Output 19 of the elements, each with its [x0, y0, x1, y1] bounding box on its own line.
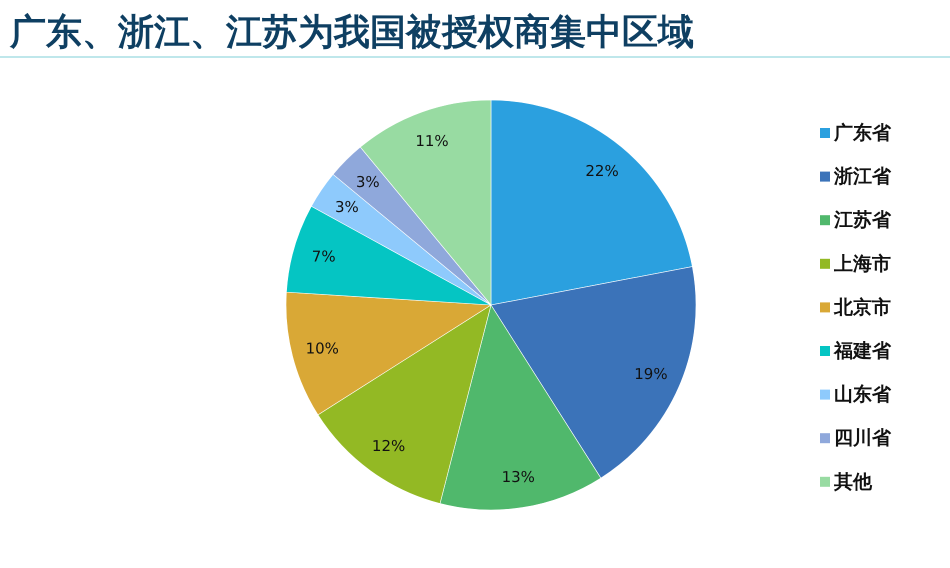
legend-label: 山东省 — [834, 384, 892, 406]
legend-label: 上海市 — [833, 252, 891, 275]
data-label: 3% — [356, 172, 380, 191]
data-label: 11% — [415, 132, 449, 150]
legend-label: 江苏省 — [833, 209, 892, 232]
data-label: 19% — [634, 365, 668, 384]
data-label: 10% — [306, 339, 339, 358]
legend-label: 浙江省 — [833, 166, 892, 188]
chart-title: 广东、浙江、江苏为我国被授权商集中区域 — [9, 12, 694, 53]
legend-label: 福建省 — [833, 340, 892, 362]
data-label: 22% — [585, 162, 619, 180]
legend-label: 广东省 — [833, 122, 892, 144]
legend-label: 北京市 — [833, 296, 891, 318]
legend-label: 其他 — [833, 470, 873, 493]
legend-label: 四川省 — [834, 427, 892, 450]
data-label: 7% — [312, 247, 336, 266]
data-label: 3% — [334, 198, 359, 216]
data-label: 13% — [502, 468, 535, 486]
data-label: 12% — [372, 436, 406, 455]
